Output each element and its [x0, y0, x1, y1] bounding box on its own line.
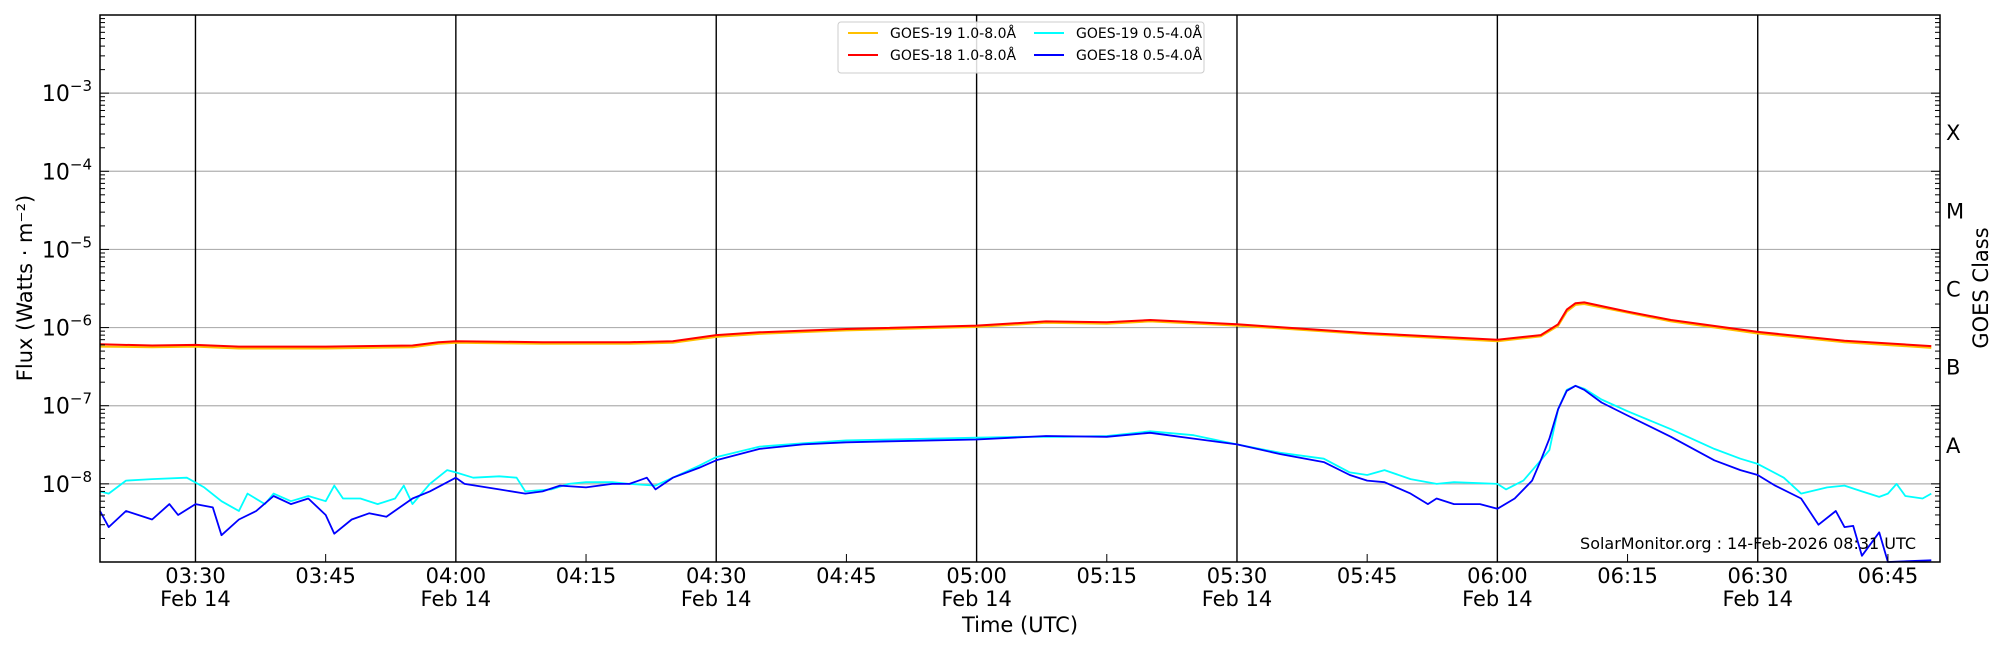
- series-line-goes-18-0-5-4-0-: [99, 384, 1932, 563]
- x-tick-date-label: Feb 14: [421, 587, 492, 611]
- goes-class-label-a: A: [1946, 434, 1961, 458]
- y-tick-label: 10−6: [42, 312, 92, 342]
- y-tick-label: 10−5: [42, 233, 92, 263]
- x-tick-label: 04:45: [816, 564, 877, 588]
- y-tick-label: 10−7: [42, 390, 92, 420]
- series-lines: [99, 301, 1932, 563]
- x-tick-date-label: Feb 14: [1462, 587, 1533, 611]
- y-tick-label: 10−3: [42, 77, 92, 107]
- legend-label: GOES-19 1.0-8.0Å: [890, 25, 1016, 42]
- x-tick-label: 04:15: [556, 564, 617, 588]
- y-tick-label: 10−8: [42, 468, 92, 498]
- legend-box: [837, 21, 1205, 74]
- x-axis-label: Time (UTC): [961, 613, 1078, 637]
- legend-label: GOES-18 1.0-8.0Å: [890, 47, 1016, 64]
- x-tick-label: 06:45: [1858, 564, 1919, 588]
- x-tick-label: 03:45: [295, 564, 356, 588]
- x-tick-date-label: Feb 14: [941, 587, 1012, 611]
- series-line-goes-18-1-0-8-0-: [99, 301, 1932, 348]
- series-line-goes-19-0-5-4-0-: [99, 384, 1932, 512]
- x-tick-label: 05:00: [946, 564, 1007, 588]
- legend-label: GOES-19 0.5-4.0Å: [1076, 25, 1202, 42]
- x-tick-label: 05:15: [1077, 564, 1138, 588]
- goes-class-label-c: C: [1946, 278, 1961, 302]
- x-tick-label: 06:15: [1597, 564, 1658, 588]
- goes-class-label-x: X: [1946, 121, 1960, 145]
- x-tick-label: 03:30: [165, 564, 226, 588]
- x-tick-label: 05:30: [1207, 564, 1268, 588]
- plot-frame: [99, 14, 1941, 563]
- goes-class-label-m: M: [1946, 199, 1964, 223]
- grid: [100, 15, 1940, 562]
- x-tick-label: 04:00: [426, 564, 487, 588]
- x-tick-label: 06:00: [1467, 564, 1528, 588]
- legend-label: GOES-18 0.5-4.0Å: [1076, 47, 1202, 64]
- goes-class-label-b: B: [1946, 356, 1960, 380]
- x-tick-label: 05:45: [1337, 564, 1398, 588]
- x-tick-label: 06:30: [1727, 564, 1788, 588]
- watermark-annotation: SolarMonitor.org : 14-Feb-2026 08:31 UTC: [1580, 534, 1916, 553]
- legend: GOES-19 1.0-8.0Å GOES-19 0.5-4.0Å GOES-18 …: [837, 21, 1205, 74]
- x-tick-date-label: Feb 14: [1202, 587, 1273, 611]
- x-tick-date-label: Feb 14: [1722, 587, 1793, 611]
- x-tick-label: 04:30: [686, 564, 747, 588]
- x-tick-date-label: Feb 14: [681, 587, 752, 611]
- series-line-goes-19-1-0-8-0-: [99, 303, 1932, 350]
- x-tick-date-label: Feb 14: [160, 587, 231, 611]
- y-axis-label: Flux (Watts · m⁻²): [13, 195, 37, 381]
- y-tick-label: 10−4: [42, 155, 92, 185]
- y2-axis-label: GOES Class: [1969, 227, 1993, 348]
